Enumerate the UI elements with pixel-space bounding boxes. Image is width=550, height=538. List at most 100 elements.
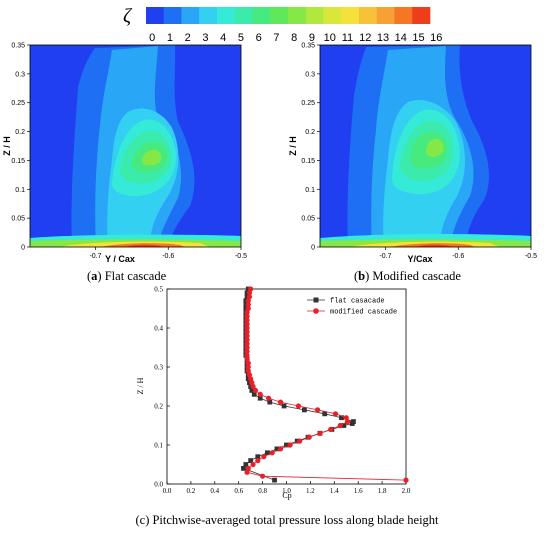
colorbar-tick-label: 2 bbox=[185, 32, 191, 44]
point-modified bbox=[244, 317, 250, 323]
point-modified bbox=[244, 321, 250, 327]
panel-b-caption-text: Modified cascade bbox=[369, 269, 461, 283]
point-modified bbox=[306, 434, 312, 440]
x-tick-label: 1.4 bbox=[330, 487, 339, 495]
point-flat bbox=[249, 388, 255, 393]
x-tick-label: 1.6 bbox=[354, 487, 363, 495]
panel-c-ylabel: Z / H bbox=[136, 377, 145, 394]
legend-marker-flat bbox=[313, 297, 319, 303]
point-flat bbox=[243, 462, 249, 467]
point-modified bbox=[246, 290, 253, 296]
panel-c: 0.0 0.1 0.2 0.3 0.4 0.5 0.0 0.2 0.4 0.6 0.8 1.0 1.2… bbox=[135, 286, 439, 528]
panel-b-y-ticks: 0 0.05 0.1 0.15 0.2 0.25 0.3 0.35 bbox=[301, 43, 320, 252]
point-modified bbox=[244, 341, 250, 347]
point-modified bbox=[248, 286, 254, 292]
point-modified bbox=[287, 442, 293, 448]
colorbar-tick-label: 6 bbox=[256, 32, 262, 44]
point-modified bbox=[245, 298, 251, 304]
point-modified bbox=[314, 407, 321, 413]
point-modified bbox=[250, 383, 256, 390]
y-tick-label: 0.35 bbox=[11, 43, 25, 50]
y-tick-label: 0.3 bbox=[15, 71, 25, 78]
colorbar-swatch bbox=[305, 7, 324, 24]
y-tick-label: 0 bbox=[21, 245, 25, 252]
point-flat bbox=[284, 442, 289, 448]
point-modified bbox=[261, 454, 267, 460]
x-tick-label: -0.6 bbox=[452, 253, 464, 260]
colorbar-tick-label: 9 bbox=[309, 32, 315, 44]
colorbar: ζ 0 1 2 3 4 5 6 7 8 9 10 11 12 13 14 15 16 bbox=[123, 5, 442, 44]
panel-b-caption-letter: b bbox=[358, 269, 365, 283]
colorbar-tick-label: 11 bbox=[342, 32, 353, 44]
panel-b-xlabel: Y/Cax bbox=[407, 254, 432, 264]
y-tick-label: 0.1 bbox=[15, 187, 25, 194]
point-modified bbox=[269, 450, 275, 456]
point-modified bbox=[245, 305, 251, 312]
panel-a-x-ticks: -0.7 -0.6 -0.5 bbox=[89, 247, 247, 260]
y-tick-label: 0.3 bbox=[305, 71, 315, 78]
point-modified bbox=[245, 465, 251, 471]
panel-c-frame bbox=[166, 288, 407, 485]
point-modified bbox=[244, 333, 250, 339]
point-modified bbox=[244, 337, 250, 343]
colorbar-swatch bbox=[412, 7, 431, 24]
panel-c-xlabel: Cp bbox=[282, 491, 291, 500]
colorbar-swatch bbox=[163, 7, 182, 24]
point-modified bbox=[244, 325, 250, 331]
point-modified bbox=[244, 356, 250, 362]
x-tick-label: -0.5 bbox=[235, 253, 247, 260]
point-flat bbox=[272, 477, 277, 483]
point-modified bbox=[255, 458, 261, 464]
y-tick-label: 0 bbox=[311, 245, 315, 252]
colorbar-swatch bbox=[341, 7, 360, 24]
panel-a-xlabel: Y / Cax bbox=[105, 254, 135, 264]
point-modified bbox=[245, 360, 251, 366]
x-tick-label: 0.0 bbox=[163, 487, 172, 495]
point-modified bbox=[245, 368, 251, 374]
point-modified bbox=[277, 399, 284, 405]
x-tick-label: 1.0 bbox=[282, 487, 291, 495]
point-flat bbox=[274, 446, 280, 452]
point-modified bbox=[265, 395, 272, 401]
colorbar-tick-label: 8 bbox=[291, 32, 297, 44]
colorbar-swatch bbox=[359, 7, 378, 24]
colorbar-swatch bbox=[288, 7, 307, 24]
panel-b-caption: (b) Modified cascade bbox=[354, 269, 461, 283]
colorbar-tick-label: 4 bbox=[220, 32, 226, 44]
point-modified bbox=[295, 403, 302, 409]
colorbar-swatch bbox=[376, 7, 395, 24]
colorbar-tick-label: 16 bbox=[430, 32, 442, 44]
point-flat bbox=[341, 423, 347, 428]
panel-c-series bbox=[241, 286, 409, 483]
colorbar-swatch bbox=[323, 7, 342, 24]
point-modified bbox=[246, 372, 253, 378]
point-modified bbox=[244, 329, 250, 335]
point-flat bbox=[351, 419, 356, 424]
colorbar-ticks: 0 1 2 3 4 5 6 7 8 9 10 11 12 13 14 15 16 bbox=[149, 32, 442, 44]
panel-a-contour bbox=[30, 45, 241, 247]
point-modified bbox=[246, 294, 253, 300]
colorbar-tick-label: 3 bbox=[202, 32, 208, 44]
x-tick-label: 1.2 bbox=[306, 487, 315, 495]
point-flat bbox=[255, 454, 261, 460]
panel-b: 00.050.10.150.20.250.30.35 -0.7 -0.6 -0.5 … bbox=[288, 43, 537, 284]
y-tick-label: 0.2 bbox=[305, 129, 315, 136]
panel-c-caption: (c) Pitchwise-averaged total pressure lo… bbox=[135, 513, 439, 527]
x-tick-label: -0.6 bbox=[162, 253, 174, 260]
point-modified bbox=[403, 477, 409, 483]
point-modified bbox=[244, 313, 250, 319]
point-flat bbox=[264, 450, 270, 456]
colorbar-swatch bbox=[146, 7, 165, 24]
x-tick-label: 1.8 bbox=[378, 487, 387, 495]
colorbar-tick-label: 0 bbox=[149, 32, 155, 44]
panel-a-caption-letter: a bbox=[91, 269, 98, 283]
y-tick-label: 0.05 bbox=[11, 216, 25, 223]
panel-b-frame bbox=[319, 44, 532, 248]
x-tick-label: 0.8 bbox=[258, 487, 267, 495]
colorbar-swatch bbox=[217, 7, 236, 24]
y-tick-label: 0.05 bbox=[301, 216, 315, 223]
point-modified bbox=[277, 446, 284, 452]
point-modified bbox=[249, 380, 255, 386]
colorbar-swatch bbox=[270, 7, 289, 24]
